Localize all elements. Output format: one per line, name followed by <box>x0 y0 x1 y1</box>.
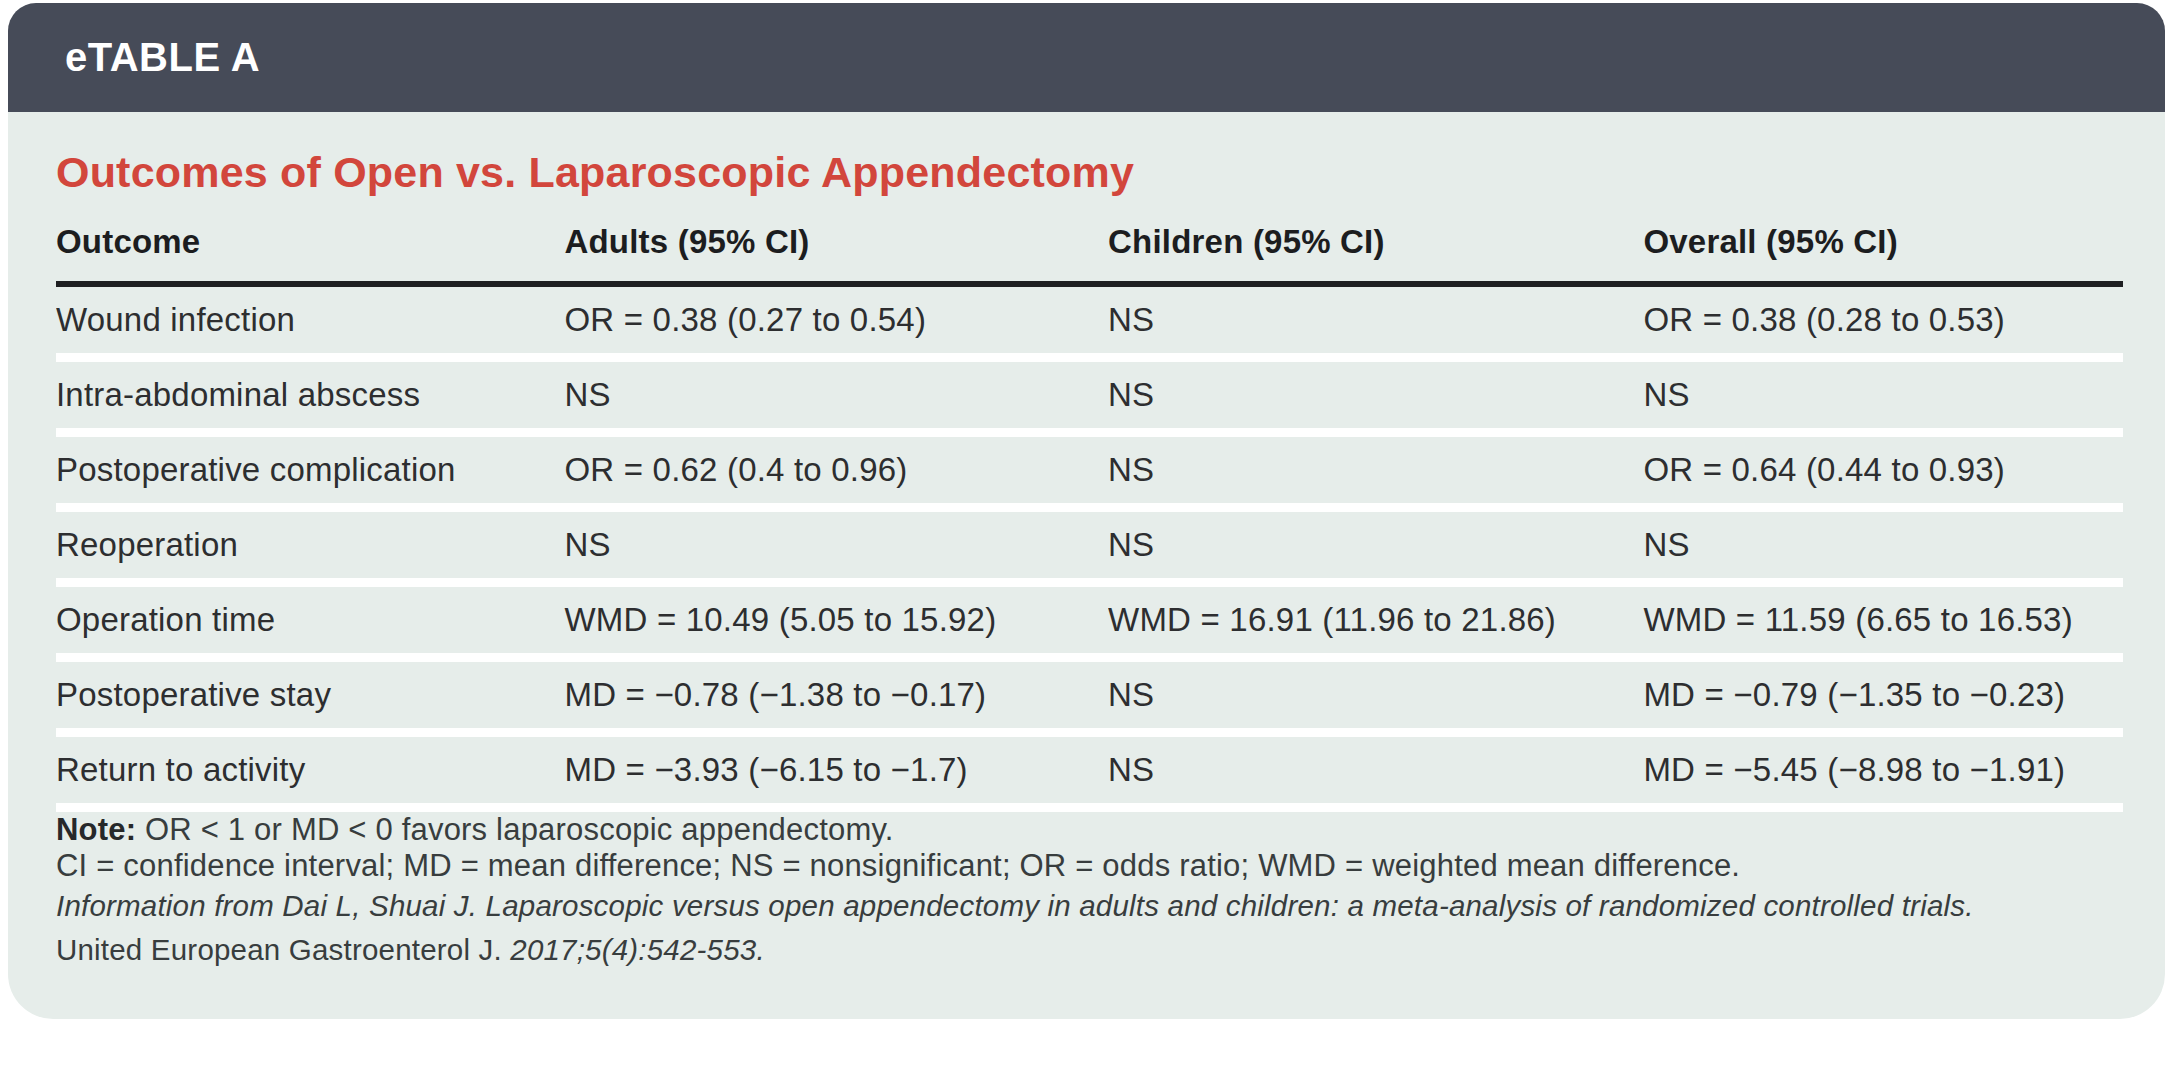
table-row: Intra-abdominal abscessNSNSNS <box>56 358 2123 433</box>
column-header-overall: Overall (95% CI) <box>1643 205 2123 284</box>
note-line: Note: OR < 1 or MD < 0 favors laparoscop… <box>56 812 2123 848</box>
cell-overall: MD = −0.79 (−1.35 to −0.23) <box>1643 658 2123 733</box>
cell-outcome: Reoperation <box>56 508 564 583</box>
note-text: OR < 1 or MD < 0 favors laparoscopic app… <box>136 812 893 847</box>
cell-children: NS <box>1108 733 1643 808</box>
cell-overall: MD = −5.45 (−8.98 to −1.91) <box>1643 733 2123 808</box>
cell-children: NS <box>1108 284 1643 358</box>
etable-panel: Outcomes of Open vs. Laparoscopic Append… <box>8 112 2165 1019</box>
cell-children: NS <box>1108 658 1643 733</box>
cell-overall: NS <box>1643 358 2123 433</box>
table-body: Wound infectionOR = 0.38 (0.27 to 0.54)N… <box>56 284 2123 808</box>
cell-outcome: Postoperative stay <box>56 658 564 733</box>
citation-journal: United European Gastroenterol J. <box>56 933 510 966</box>
table-row: Postoperative stayMD = −0.78 (−1.38 to −… <box>56 658 2123 733</box>
cell-children: NS <box>1108 508 1643 583</box>
citation-issue: 2017;5(4):542-553. <box>510 933 765 966</box>
cell-overall: WMD = 11.59 (6.65 to 16.53) <box>1643 583 2123 658</box>
citation-title: Information from Dai L, Shuai J. Laparos… <box>56 889 1974 922</box>
column-header-outcome: Outcome <box>56 205 564 284</box>
cell-adults: NS <box>564 358 1108 433</box>
cell-adults: WMD = 10.49 (5.05 to 15.92) <box>564 583 1108 658</box>
table-row: Return to activityMD = −3.93 (−6.15 to −… <box>56 733 2123 808</box>
cell-adults: OR = 0.38 (0.27 to 0.54) <box>564 284 1108 358</box>
cell-outcome: Postoperative complication <box>56 433 564 508</box>
citation: Information from Dai L, Shuai J. Laparos… <box>56 884 2123 973</box>
cell-adults: NS <box>564 508 1108 583</box>
note-label: Note: <box>56 812 136 847</box>
cell-outcome: Operation time <box>56 583 564 658</box>
cell-overall: OR = 0.38 (0.28 to 0.53) <box>1643 284 2123 358</box>
cell-adults: MD = −0.78 (−1.38 to −0.17) <box>564 658 1108 733</box>
abbreviations-line: CI = confidence interval; MD = mean diff… <box>56 848 2123 884</box>
outcomes-table: Outcome Adults (95% CI) Children (95% CI… <box>56 205 2123 812</box>
etable-tag: eTABLE A <box>65 35 260 80</box>
cell-outcome: Intra-abdominal abscess <box>56 358 564 433</box>
cell-adults: MD = −3.93 (−6.15 to −1.7) <box>564 733 1108 808</box>
cell-outcome: Return to activity <box>56 733 564 808</box>
table-row: ReoperationNSNSNS <box>56 508 2123 583</box>
table-header-row: Outcome Adults (95% CI) Children (95% CI… <box>56 205 2123 284</box>
column-header-children: Children (95% CI) <box>1108 205 1643 284</box>
cell-overall: NS <box>1643 508 2123 583</box>
cell-children: NS <box>1108 433 1643 508</box>
cell-children: NS <box>1108 358 1643 433</box>
table-row: Wound infectionOR = 0.38 (0.27 to 0.54)N… <box>56 284 2123 358</box>
cell-overall: OR = 0.64 (0.44 to 0.93) <box>1643 433 2123 508</box>
table-title: Outcomes of Open vs. Laparoscopic Append… <box>56 148 2123 197</box>
table-row: Postoperative complicationOR = 0.62 (0.4… <box>56 433 2123 508</box>
cell-children: WMD = 16.91 (11.96 to 21.86) <box>1108 583 1643 658</box>
etable-header-bar: eTABLE A <box>8 3 2165 112</box>
column-header-adults: Adults (95% CI) <box>564 205 1108 284</box>
cell-outcome: Wound infection <box>56 284 564 358</box>
table-notes: Note: OR < 1 or MD < 0 favors laparoscop… <box>56 812 2123 973</box>
table-row: Operation timeWMD = 10.49 (5.05 to 15.92… <box>56 583 2123 658</box>
cell-adults: OR = 0.62 (0.4 to 0.96) <box>564 433 1108 508</box>
etable-card: eTABLE A Outcomes of Open vs. Laparoscop… <box>8 3 2165 1019</box>
